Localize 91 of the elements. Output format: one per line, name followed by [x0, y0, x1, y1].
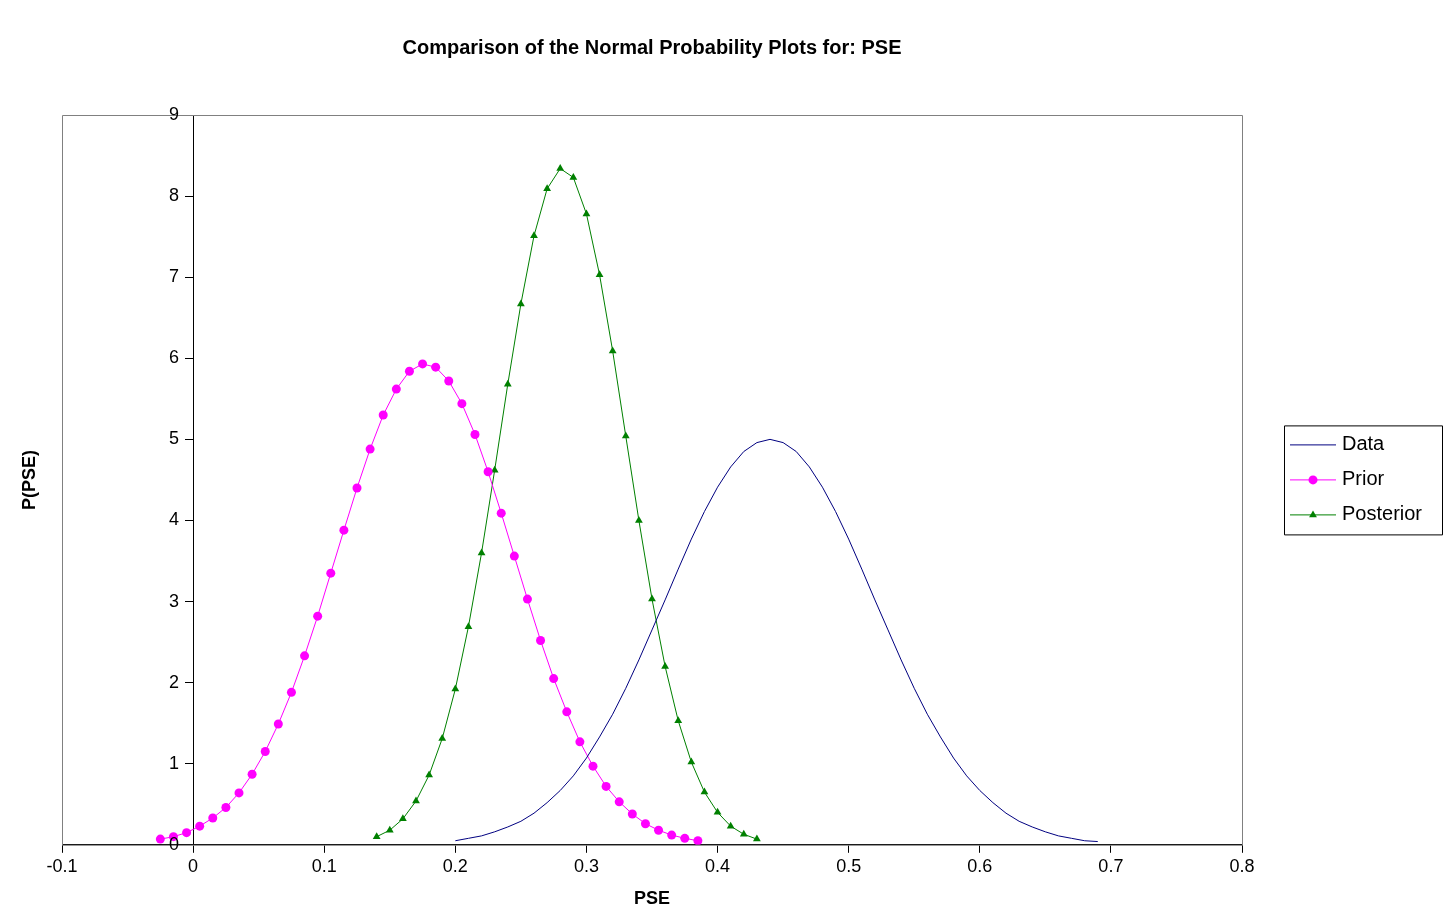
point	[425, 770, 434, 778]
point	[739, 829, 748, 837]
y-tick-label: 1	[169, 752, 180, 773]
point	[260, 747, 270, 757]
point	[483, 467, 493, 477]
point	[543, 184, 552, 192]
point	[601, 781, 611, 791]
point	[365, 444, 375, 454]
point	[614, 797, 624, 807]
x-tick-label: 0.4	[705, 855, 731, 876]
point	[418, 359, 428, 369]
point	[438, 734, 447, 741]
point	[496, 508, 506, 518]
x-tick-label: -0.1	[46, 855, 78, 876]
legend-label: Posterior	[1342, 502, 1423, 525]
x-tick-label: 0.3	[573, 855, 599, 876]
legend-label: Prior	[1342, 467, 1385, 490]
point	[640, 819, 650, 829]
point	[654, 825, 664, 835]
point	[457, 399, 467, 409]
point	[378, 410, 388, 420]
point	[575, 737, 585, 747]
point	[680, 833, 690, 843]
point	[195, 821, 205, 831]
point	[700, 787, 709, 795]
point	[509, 551, 519, 561]
point	[556, 164, 565, 171]
point	[608, 346, 617, 354]
point	[273, 719, 283, 729]
x-tick-label: 0.5	[836, 855, 862, 876]
point	[477, 548, 486, 556]
point	[569, 172, 578, 180]
point	[530, 231, 538, 239]
x-tick-label: 0.8	[1229, 855, 1255, 876]
x-tick-label: 0.6	[967, 855, 993, 876]
y-tick-label: 2	[169, 671, 180, 692]
point	[444, 376, 454, 386]
point	[155, 834, 165, 844]
point	[352, 483, 362, 493]
point	[221, 803, 231, 812]
point	[752, 834, 761, 842]
point	[648, 594, 656, 602]
point	[464, 622, 473, 629]
point	[431, 362, 441, 372]
point	[391, 384, 401, 394]
y-tick-label: 9	[169, 103, 180, 124]
point	[536, 635, 546, 645]
y-tick-label: 3	[169, 590, 180, 611]
point	[627, 809, 637, 819]
chart-title: Comparison of the Normal Probability Plots for: PSE	[402, 35, 902, 58]
point	[713, 807, 722, 815]
x-tick-label: 0.7	[1098, 855, 1124, 876]
point	[588, 761, 598, 771]
point	[549, 674, 559, 684]
x-tick-label: 0.2	[442, 855, 468, 876]
point	[582, 209, 591, 217]
point	[300, 651, 310, 661]
point	[562, 707, 572, 717]
point	[516, 299, 525, 307]
point	[182, 828, 192, 838]
point	[595, 270, 604, 277]
x-tick-label: 0.1	[311, 855, 337, 876]
y-axis-title: P(PSE)	[18, 449, 39, 510]
point	[451, 684, 460, 692]
point	[326, 568, 336, 578]
y-tick-label: 4	[169, 509, 180, 530]
point	[470, 429, 480, 439]
y-tick-label: 8	[169, 185, 180, 206]
point	[372, 832, 381, 839]
y-tick-label: 6	[169, 347, 180, 368]
point	[687, 757, 696, 765]
y-tick-label: 5	[169, 428, 180, 449]
point	[634, 515, 643, 523]
point	[522, 594, 532, 604]
point	[286, 687, 296, 697]
point	[674, 716, 683, 723]
y-tick-label: 7	[169, 266, 180, 287]
point	[339, 525, 349, 535]
x-tick-label: 0	[188, 855, 199, 876]
legend-label: Data	[1342, 432, 1386, 455]
point	[667, 830, 677, 840]
point	[661, 661, 670, 669]
point	[313, 611, 323, 621]
point	[693, 836, 703, 845]
point	[398, 814, 407, 822]
x-axis-title: PSE	[633, 888, 671, 909]
point	[208, 813, 218, 823]
point	[234, 788, 244, 798]
point	[412, 796, 420, 804]
point	[247, 769, 257, 779]
point	[404, 366, 414, 376]
